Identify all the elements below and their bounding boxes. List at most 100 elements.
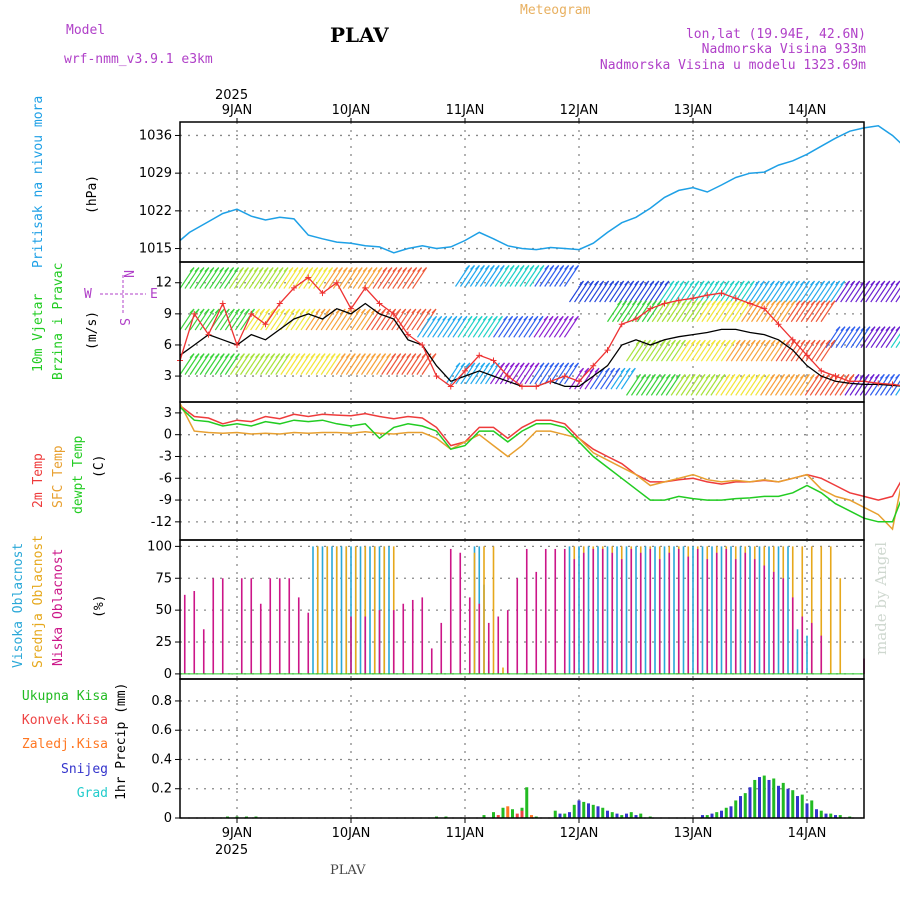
wind-barb: [895, 294, 900, 303]
precip-bar: [553, 810, 557, 818]
precip-bar: [824, 813, 828, 818]
wind-barb-head: [426, 308, 432, 314]
wind-barb-head: [338, 267, 343, 272]
cloud-bar: [568, 546, 571, 674]
cloud-bar: [635, 546, 637, 674]
wind-barb: [805, 300, 821, 323]
precip-bar: [568, 812, 571, 818]
wind-barb-head: [558, 315, 564, 321]
wind-barb-head: [391, 353, 397, 359]
gust-marker: [690, 295, 696, 302]
wind-barb: [850, 280, 866, 303]
cloud-bar: [278, 578, 281, 674]
wind-barb: [421, 353, 437, 375]
wind-barb: [310, 308, 326, 331]
wind-barb-head: [800, 280, 805, 286]
wind-barb-head: [636, 373, 641, 379]
wind-barb: [880, 326, 896, 348]
wind-barb-head: [706, 300, 712, 306]
cloud-bar: [630, 548, 633, 674]
wind-barb: [895, 387, 900, 396]
cloud-bar: [644, 546, 647, 674]
cloud-bar: [744, 552, 747, 674]
wind-barb: [695, 374, 711, 396]
wind-barb-head: [290, 308, 296, 314]
wind-ytick-label: 9: [164, 307, 172, 322]
wind-barb-head: [564, 362, 570, 368]
wind-barb-head: [756, 300, 761, 306]
wind-barb-head: [890, 280, 896, 286]
wind-barb-head: [879, 373, 885, 379]
cloud-bar: [820, 546, 823, 674]
wind-barb-head: [641, 300, 647, 306]
cloud-bar: [806, 635, 808, 674]
wind-barb-head: [539, 265, 545, 270]
wind-barb-head: [310, 353, 316, 359]
station-title: PLAV: [330, 23, 389, 47]
wind-barb-head: [290, 353, 296, 359]
wind-barb-head: [695, 373, 701, 379]
cloud-bar: [829, 546, 832, 674]
wind-barb: [469, 265, 485, 287]
wind-barb: [382, 267, 398, 289]
wind-barb: [710, 374, 726, 396]
wind-barb: [315, 353, 331, 375]
wind-barb-head: [890, 373, 895, 379]
wind-barb: [600, 367, 616, 390]
wind-barb: [750, 339, 766, 362]
wind-barb: [760, 300, 776, 323]
cloud-bar: [388, 546, 390, 674]
precip-bar: [577, 800, 581, 818]
wind-barb: [674, 280, 690, 303]
wind-barb: [270, 308, 286, 331]
wind-barb-head: [569, 362, 575, 368]
wind-barb-head: [524, 362, 530, 368]
wind-barb-head: [421, 308, 427, 314]
wind-barb: [720, 374, 736, 396]
wind-barb: [342, 267, 358, 289]
cloud-bar: [364, 546, 367, 674]
wind-barb: [442, 315, 458, 338]
wind-barb-head: [680, 373, 686, 379]
cloud-bar: [473, 552, 476, 674]
wind-barb: [290, 353, 306, 375]
wind-barb: [327, 267, 343, 289]
wind-barb-head: [263, 267, 269, 272]
wind-barb-head: [730, 373, 736, 379]
gust-marker: [618, 321, 625, 328]
wind-barb: [730, 374, 746, 396]
wind-barb: [621, 300, 637, 323]
wind-barb: [402, 267, 418, 289]
gust-marker: [647, 305, 654, 312]
wind-barb: [194, 308, 210, 331]
gust-marker: [376, 300, 383, 307]
wind-barb-head: [646, 300, 652, 306]
wind-barb: [641, 300, 657, 323]
wind-barb-head: [820, 339, 826, 345]
wind-barb-head: [508, 315, 513, 321]
wind-barb-head: [442, 315, 448, 321]
wind-barb: [250, 353, 266, 375]
wind-barb-head: [219, 267, 225, 272]
cloud-unit: (%): [92, 595, 107, 618]
cloud-bar: [535, 571, 538, 674]
wind-barb: [755, 300, 771, 323]
wind-barb: [559, 362, 575, 385]
wind-barb: [764, 280, 780, 303]
wind-barb: [305, 353, 321, 375]
wind-barb: [320, 308, 336, 331]
wind-barb: [665, 374, 681, 396]
wind-barb: [704, 280, 720, 303]
wind-barb-head: [574, 362, 579, 368]
precip-bar: [496, 815, 500, 818]
wind-barb-head: [670, 339, 676, 345]
wind-barb: [514, 362, 530, 385]
wind-barb-head: [255, 353, 260, 359]
wind-barb-head: [790, 373, 795, 379]
wind-barb-head: [300, 308, 306, 314]
wind-barb-head: [711, 300, 717, 306]
precip-ytick-label: 0.2: [151, 782, 172, 797]
wind-barb: [534, 362, 550, 385]
wind-barb: [184, 267, 200, 289]
precip-bar: [701, 815, 704, 818]
